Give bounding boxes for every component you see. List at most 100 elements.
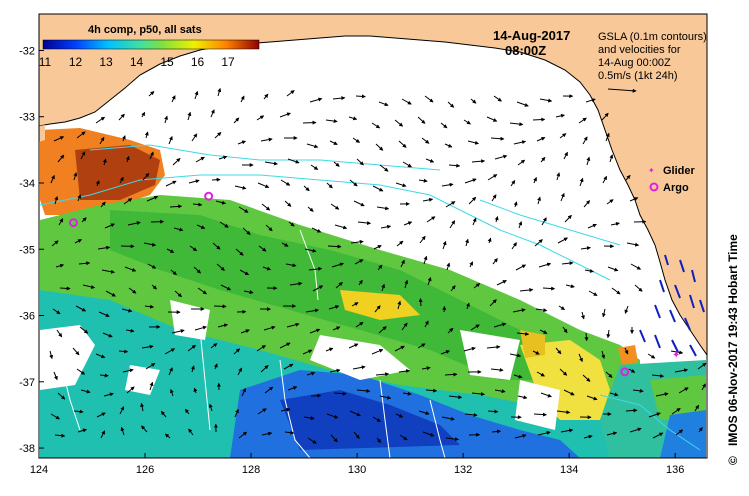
velocity-arrow (542, 286, 556, 291)
velocity-arrow (561, 261, 574, 266)
velocity-arrow (467, 140, 480, 145)
glider-vectors (639, 254, 705, 357)
velocity-arrow (423, 255, 428, 265)
velocity-arrow (279, 342, 291, 349)
velocity-arrow (98, 311, 110, 317)
velocity-arrow (101, 269, 115, 274)
velocity-arrow (560, 428, 574, 433)
velocity-arrow (372, 416, 381, 423)
velocity-arrow (352, 365, 366, 370)
velocity-arrow (120, 426, 125, 436)
velocity-arrow (197, 287, 207, 295)
velocity-arrow (306, 143, 319, 149)
velocity-arrow (675, 429, 684, 436)
velocity-arrow (425, 388, 438, 393)
velocity-arrow (463, 119, 471, 125)
velocity-arrow (513, 201, 518, 208)
velocity-arrow (265, 224, 273, 232)
velocity-arrow (494, 154, 508, 160)
velocity-arrow (442, 240, 447, 250)
velocity-arrow (144, 304, 155, 309)
velocity-arrow (145, 363, 156, 370)
y-tick-label: -35 (19, 244, 35, 256)
velocity-arrow (587, 223, 597, 229)
velocity-arrow (694, 404, 700, 412)
velocity-arrow (194, 90, 199, 100)
velocity-arrow (102, 158, 107, 166)
velocity-arrow (142, 172, 150, 181)
velocity-arrow (151, 284, 157, 290)
velocity-arrow (586, 156, 591, 166)
velocity-arrow (188, 179, 200, 184)
velocity-arrow (371, 122, 381, 129)
velocity-arrow (125, 328, 135, 333)
velocity-arrow (164, 433, 171, 439)
velocity-arrow (235, 248, 244, 256)
velocity-arrow (394, 119, 404, 127)
velocity-arrow (124, 266, 137, 272)
velocity-arrow (404, 279, 409, 289)
velocity-arrow (332, 326, 341, 331)
velocity-arrow (538, 262, 552, 268)
velocity-arrow (215, 200, 227, 205)
velocity-arrow (56, 329, 63, 338)
velocity-arrow (72, 347, 80, 356)
velocity-arrow (509, 122, 524, 127)
velocity-arrow (469, 261, 474, 268)
velocity-arrow (375, 372, 390, 377)
velocity-arrow (302, 349, 313, 355)
velocity-arrow (375, 143, 384, 151)
velocity-arrow (79, 326, 89, 334)
velocity-arrow (510, 180, 516, 187)
velocity-arrow (446, 262, 451, 271)
velocity-arrow (240, 329, 250, 334)
velocity-arrow (149, 151, 154, 160)
velocity-arrow (441, 182, 454, 187)
velocity-arrow (440, 122, 448, 129)
velocity-arrow (174, 290, 183, 298)
velocity-arrow (559, 368, 568, 376)
velocity-arrow (625, 174, 631, 181)
argo-marker (68, 218, 78, 228)
velocity-arrow (52, 308, 61, 315)
velocity-arrow (218, 155, 228, 160)
velocity-arrow (74, 239, 82, 244)
velocity-arrow (281, 242, 289, 247)
y-tick-label: -37 (19, 377, 35, 389)
colorbar-tick-label: 17 (221, 55, 235, 69)
velocity-arrow (326, 182, 333, 189)
velocity-arrow (127, 221, 141, 226)
velocity-arrow (611, 287, 621, 295)
velocity-arrow (425, 158, 435, 163)
velocity-arrow (349, 410, 361, 417)
velocity-arrow (212, 242, 221, 250)
velocity-arrow (217, 323, 229, 328)
velocity-arrow (144, 131, 149, 139)
velocity-arrow (397, 300, 402, 310)
velocity-arrow (468, 196, 477, 205)
copyright-symbol: © (726, 456, 740, 465)
velocity-arrow (140, 402, 145, 412)
velocity-arrow (632, 388, 644, 393)
velocity-arrow (170, 269, 177, 276)
velocity-arrow (447, 101, 455, 108)
velocity-arrow (491, 429, 502, 434)
velocity-arrow (402, 391, 412, 396)
velocity-arrow (303, 416, 315, 421)
velocity-arrow (374, 305, 381, 313)
velocity-arrow (560, 192, 565, 202)
velocity-arrow (311, 227, 322, 233)
velocity-arrow (191, 133, 198, 142)
velocity-arrow (307, 437, 317, 444)
velocity-arrow (378, 101, 389, 107)
velocity-arrow (540, 156, 546, 163)
velocity-arrow (355, 321, 364, 328)
velocity-arrow (697, 362, 707, 370)
velocity-arrow (238, 431, 248, 439)
velocity-arrow (188, 428, 194, 436)
velocity-arrow (220, 284, 232, 291)
velocity-arrow (171, 95, 176, 103)
velocity-arrow (123, 198, 133, 205)
velocity-arrow (605, 132, 610, 142)
velocity-arrow (402, 161, 412, 168)
